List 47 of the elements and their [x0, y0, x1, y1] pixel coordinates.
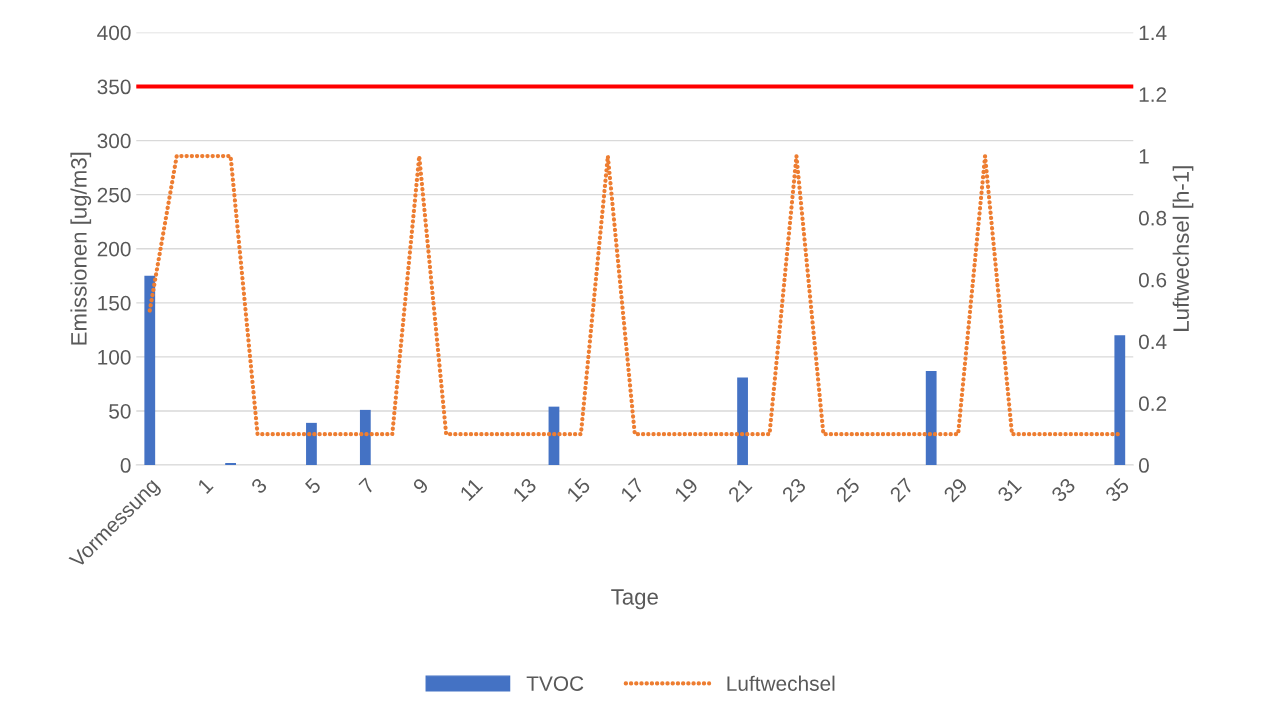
x-tick-label: 31: [996, 477, 1023, 503]
x-tick-label: 33: [1050, 477, 1077, 503]
bar: [306, 422, 317, 466]
y-tick-label: 400: [97, 25, 131, 41]
x-tick-label: 13: [512, 477, 538, 503]
bar: [737, 377, 748, 466]
y2-axis-title: Luftwechsel [h-1]: [1172, 166, 1194, 331]
bar: [1114, 335, 1126, 466]
x-tick-label: 23: [781, 477, 807, 503]
x-tick-label: 7: [358, 477, 376, 495]
y-tick-label: 250: [97, 187, 131, 203]
x-tick-label: 27: [888, 477, 915, 503]
x-tick-label: 15: [566, 477, 592, 503]
x-tick-label: 25: [835, 477, 861, 503]
y-tick-label: 150: [98, 295, 131, 311]
bar: [144, 275, 156, 466]
x-tick-label: 9: [412, 477, 430, 495]
y2-tick-label: 1.4: [1139, 25, 1167, 40]
x-tick-label: 29: [942, 477, 969, 503]
y2-tick-label: 0.4: [1138, 334, 1167, 350]
x-tick-label: 17: [620, 477, 645, 503]
y2-tick-label: 0.8: [1138, 210, 1167, 226]
bar: [359, 409, 371, 466]
y-tick-label: 50: [109, 403, 131, 419]
legend-label: TVOC: [526, 676, 584, 691]
bar: [225, 462, 236, 466]
y-tick-label: 200: [97, 241, 131, 257]
y-tick-label: 300: [97, 133, 131, 149]
y2-tick-label: 1: [1139, 149, 1149, 164]
x-tick-label: 35: [1104, 477, 1131, 503]
bar: [925, 370, 937, 466]
y2-tick-label: 0: [1138, 458, 1149, 473]
x-tick-label: 3: [250, 477, 268, 495]
x-tick-label: 1: [197, 477, 214, 494]
y2-tick-label: 1.2: [1139, 87, 1167, 102]
legend-label: Luftwechsel: [727, 675, 835, 691]
x-tick-label: 21: [727, 477, 753, 503]
x-tick-label: 11: [459, 477, 484, 502]
y2-tick-label: 0.6: [1138, 272, 1167, 288]
y-tick-label: 0: [120, 458, 131, 473]
x-axis-title: Tage: [611, 589, 658, 610]
y-tick-label: 100: [98, 349, 131, 365]
x-tick-label: 5: [304, 477, 322, 495]
x-tick-label: 19: [673, 477, 699, 503]
y-tick-label: 350: [97, 79, 131, 95]
y-axis-title: Emissionen [ug/m3]: [70, 152, 92, 345]
y2-tick-label: 0.2: [1138, 396, 1167, 411]
